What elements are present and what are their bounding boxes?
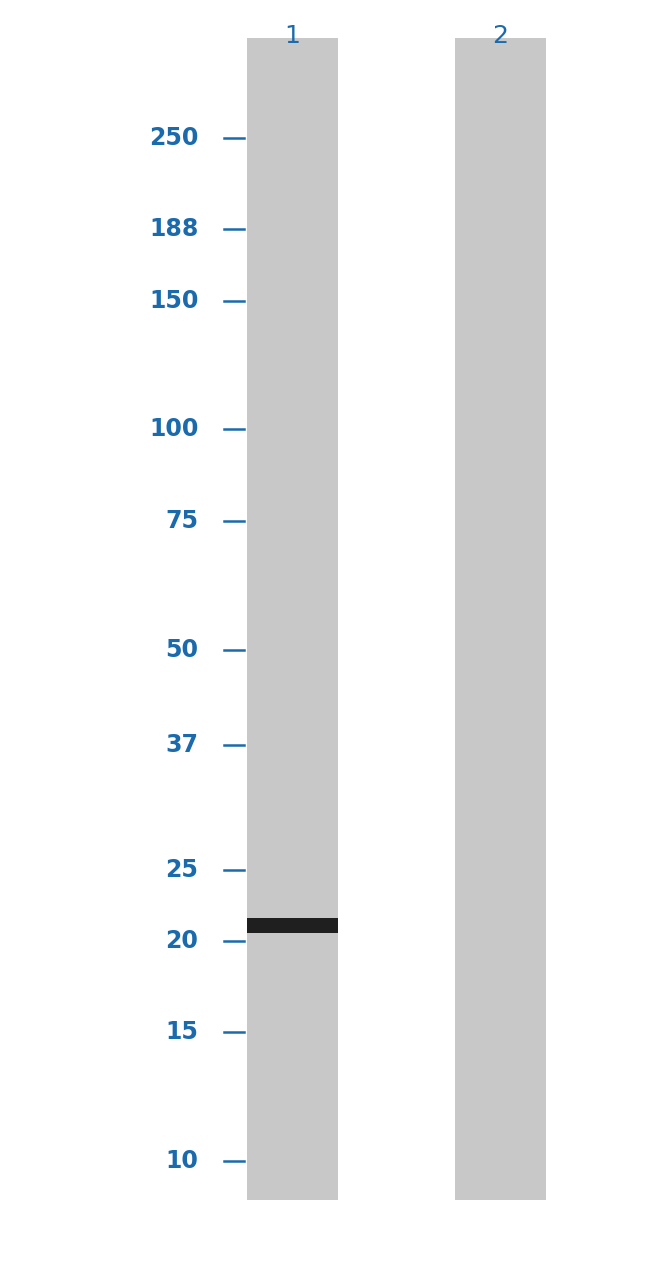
Text: 75: 75: [165, 509, 198, 532]
Text: 50: 50: [165, 638, 198, 662]
Text: 10: 10: [165, 1149, 198, 1173]
Text: 25: 25: [165, 857, 198, 881]
Text: 2: 2: [493, 24, 508, 48]
Text: 250: 250: [149, 126, 198, 150]
Text: 100: 100: [149, 418, 198, 442]
Text: 1: 1: [285, 24, 300, 48]
Text: 37: 37: [165, 733, 198, 757]
Text: 20: 20: [165, 928, 198, 952]
Text: 150: 150: [149, 288, 198, 312]
Text: 15: 15: [165, 1020, 198, 1044]
Text: 188: 188: [149, 217, 198, 241]
